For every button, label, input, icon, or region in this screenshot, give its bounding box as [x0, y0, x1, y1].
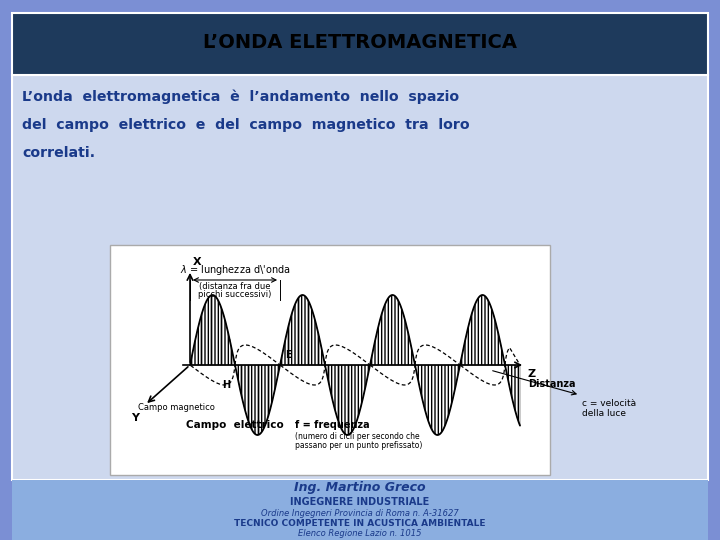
Text: $\lambda$ = lunghezza d\'onda: $\lambda$ = lunghezza d\'onda: [179, 263, 290, 277]
Text: H: H: [222, 380, 230, 390]
Text: E: E: [285, 350, 292, 360]
Text: Distanza: Distanza: [528, 379, 575, 389]
Bar: [12, 75, 708, 480]
Text: L’onda  elettromagnetica  è  l’andamento  nello  spazio: L’onda elettromagnetica è l’andamento ne…: [22, 90, 459, 105]
Text: X: X: [193, 257, 202, 267]
Text: picchi successivi): picchi successivi): [198, 290, 271, 299]
Text: TECNICO COMPETENTE IN ACUSTICA AMBIENTALE: TECNICO COMPETENTE IN ACUSTICA AMBIENTAL…: [234, 518, 486, 528]
Text: (numero di cicli per secondo che: (numero di cicli per secondo che: [295, 432, 420, 441]
Bar: [12, 13, 708, 75]
Text: c = velocità: c = velocità: [582, 399, 636, 408]
Text: Y: Y: [131, 413, 139, 423]
Text: del  campo  elettrico  e  del  campo  magnetico  tra  loro: del campo elettrico e del campo magnetic…: [22, 118, 469, 132]
Text: Elenco Regione Lazio n. 1015: Elenco Regione Lazio n. 1015: [298, 529, 422, 537]
Bar: [110, 245, 550, 475]
Text: correlati.: correlati.: [22, 146, 95, 160]
Text: Ing. Martino Greco: Ing. Martino Greco: [294, 482, 426, 495]
Text: (distanza fra due: (distanza fra due: [199, 282, 271, 291]
Text: L’ONDA ELETTROMAGNETICA: L’ONDA ELETTROMAGNETICA: [203, 33, 517, 52]
Text: passano per un punto prefissato): passano per un punto prefissato): [295, 441, 423, 450]
Text: Z: Z: [528, 369, 536, 379]
Text: Ordine Ingegneri Provincia di Roma n. A-31627: Ordine Ingegneri Provincia di Roma n. A-…: [261, 509, 459, 517]
Text: INGEGNERE INDUSTRIALE: INGEGNERE INDUSTRIALE: [290, 497, 430, 507]
Text: f = frequenza: f = frequenza: [295, 420, 369, 430]
Bar: [12, 480, 708, 540]
Text: Campo  elettrico: Campo elettrico: [186, 420, 284, 430]
Text: Campo magnetico: Campo magnetico: [138, 403, 215, 412]
Text: della luce: della luce: [582, 408, 626, 417]
